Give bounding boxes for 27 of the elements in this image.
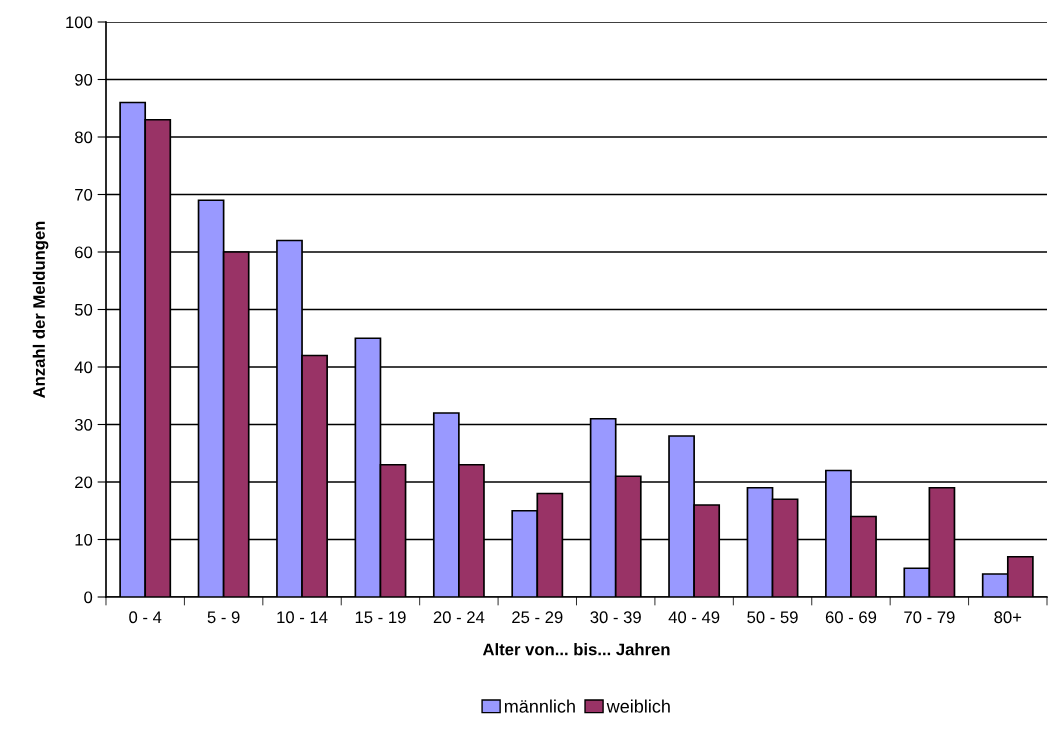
y-axis-title: Anzahl der Meldungen [32, 221, 49, 398]
x-tick-label: 50 - 59 [747, 611, 798, 624]
y-tick-label: 100 [66, 16, 93, 29]
x-axis-title: Alter von... bis... Jahren [482, 643, 670, 656]
x-tick-label: 10 - 14 [277, 611, 328, 624]
x-tick-label: 80+ [994, 611, 1022, 624]
y-tick-label: 80 [74, 131, 93, 144]
y-tick-label: 50 [74, 303, 93, 316]
y-tick-label: 30 [74, 418, 93, 431]
y-tick-label: 60 [75, 246, 93, 259]
y-tick-label: 40 [74, 361, 93, 374]
y-tick-label: 10 [75, 533, 93, 546]
legend-label: weiblich [606, 699, 670, 713]
x-tick-label: 70 - 79 [904, 611, 955, 624]
x-tick-label: 40 - 49 [668, 611, 720, 624]
x-tick-label: 15 - 19 [355, 611, 406, 624]
y-tick-label: 0 [84, 591, 93, 604]
x-tick-label: 0 - 4 [129, 611, 162, 624]
x-tick-label: 30 - 39 [590, 611, 641, 624]
legend-label: männlich [504, 699, 575, 713]
y-tick-label: 20 [75, 476, 93, 489]
x-tick-label: 5 - 9 [207, 611, 240, 624]
x-tick-label: 20 - 24 [433, 611, 485, 624]
y-tick-label: 70 [75, 188, 93, 201]
y-tick-label: 90 [75, 73, 93, 86]
x-tick-label: 25 - 29 [512, 611, 563, 624]
x-tick-label: 60 - 69 [825, 611, 877, 624]
